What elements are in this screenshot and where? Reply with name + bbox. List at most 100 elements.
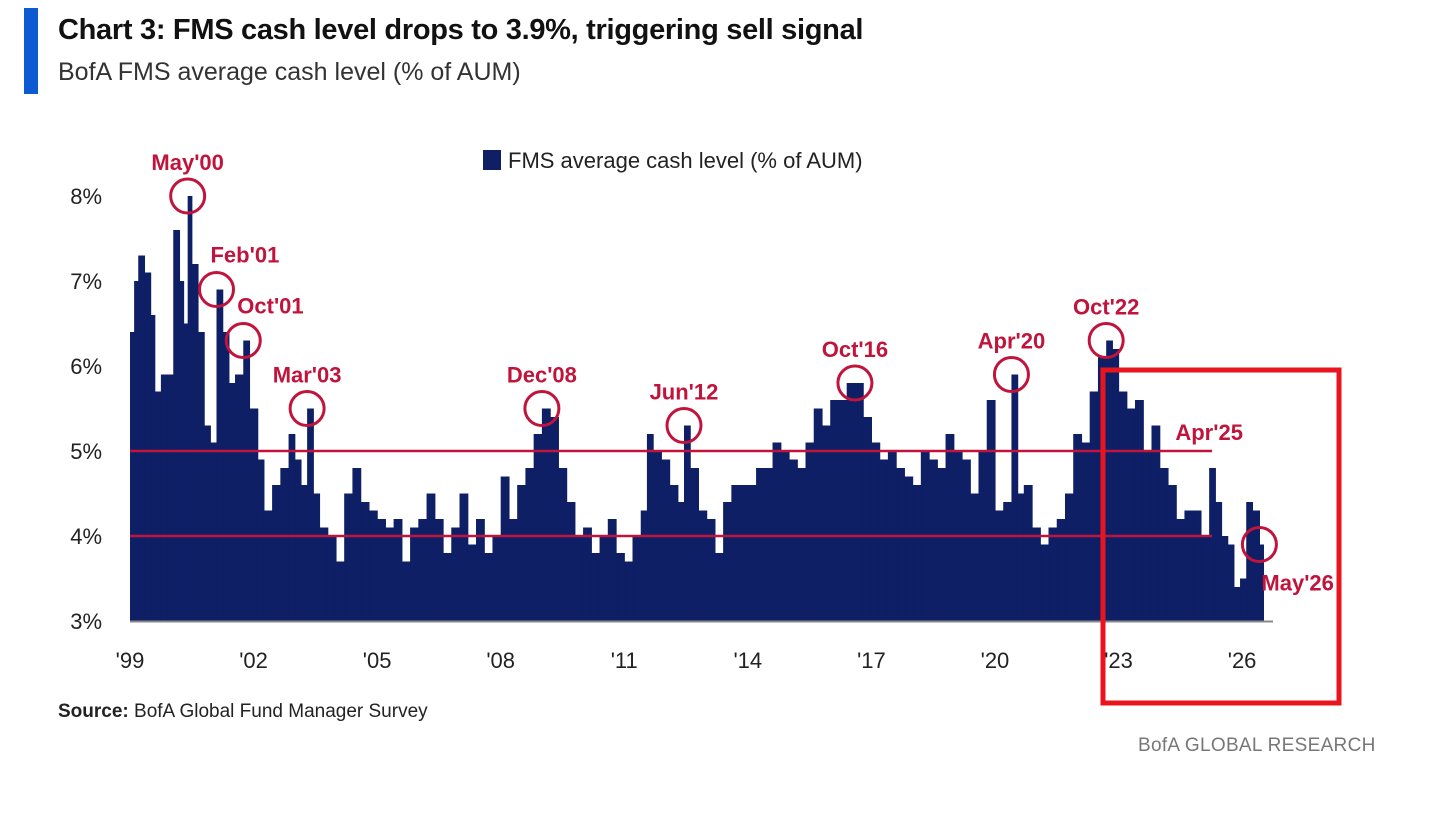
chart-bar (706, 519, 716, 621)
x-tick-label: '05 (363, 648, 392, 673)
chart-bar (352, 468, 362, 621)
chart-bar (243, 340, 251, 621)
chart-bar (160, 374, 168, 621)
chart-bar (661, 459, 671, 621)
annotation-circle (992, 356, 1030, 393)
chart-bar (300, 485, 308, 621)
chart-bar (797, 468, 807, 621)
chart-bar (764, 468, 774, 621)
chart-bar (1064, 493, 1074, 621)
chart-bar (500, 476, 510, 621)
chart-bar (599, 536, 609, 621)
chart-bar (747, 485, 757, 621)
x-tick-label: '14 (733, 648, 762, 673)
chart-bar (1118, 391, 1128, 621)
brand-label: BofA GLOBAL RESEARCH (1138, 735, 1376, 756)
chart-bar (475, 519, 485, 621)
chart-bar (191, 264, 199, 621)
y-tick-label: 7% (70, 269, 102, 294)
chart-bar (280, 468, 290, 621)
chart-bar (272, 485, 281, 621)
source-text: BofA Global Fund Manager Survey (134, 701, 428, 722)
x-tick-label: '11 (611, 648, 638, 673)
chart-bar (616, 553, 625, 621)
annotation-circle (836, 364, 874, 402)
chart-bar (986, 400, 996, 621)
annotation-label: Oct'16 (822, 337, 888, 362)
chart-bar (904, 476, 914, 621)
chart-bar (813, 408, 823, 621)
chart-bar (451, 527, 461, 621)
chart-bar (896, 468, 905, 621)
title-accent-bar (24, 8, 38, 94)
chart-bar (1215, 502, 1223, 621)
chart-bar (1167, 485, 1177, 621)
chart-bar (879, 459, 889, 621)
annotation-circle (224, 322, 262, 359)
annotation-label: May'00 (151, 150, 224, 175)
chart-bar (517, 485, 527, 621)
chart-bar (1040, 544, 1050, 621)
source-note: Source: BofA Global Fund Manager Survey (58, 701, 428, 723)
chart-bar (1200, 536, 1210, 621)
chart-bar (210, 442, 218, 621)
chart-bar (1240, 578, 1247, 621)
chart-bar (640, 510, 648, 621)
chart-bar (1259, 544, 1264, 621)
chart-bar (401, 561, 411, 621)
annotation-label: Oct'22 (1073, 295, 1139, 320)
chart-bar (1112, 349, 1120, 621)
chart-bar (173, 230, 181, 621)
x-tick-label: '02 (239, 648, 268, 673)
chart-bar (1056, 519, 1066, 621)
chart-bar (929, 459, 938, 621)
chart-bar (558, 468, 568, 621)
source-label: Source: (58, 701, 129, 722)
chart-bar (385, 527, 395, 621)
chart-bar (731, 485, 741, 621)
chart-bar (183, 323, 189, 621)
annotation-circle (197, 271, 235, 308)
chart-bar (1048, 527, 1058, 621)
chart-bar (360, 502, 370, 621)
chart-bar (632, 536, 642, 621)
chart-bar (377, 519, 386, 621)
chart-bar (1159, 468, 1169, 621)
annotation-label: Oct'01 (237, 294, 303, 319)
chart-bar (838, 400, 848, 621)
chart-bar (1089, 391, 1099, 621)
chart-bar (1221, 536, 1229, 621)
chart-bar (150, 315, 156, 621)
chart-bar (1003, 502, 1013, 621)
x-tick-label: '23 (1104, 648, 1133, 673)
chart-bar (533, 434, 543, 621)
chart-bar (871, 442, 881, 621)
chart-bar (1106, 340, 1113, 621)
chart-bar (257, 459, 265, 621)
annotation-circle (288, 390, 326, 427)
chart-bar (319, 527, 329, 621)
annotation-label: Jun'12 (650, 380, 719, 405)
chart-bar (646, 434, 654, 621)
chart-bar (669, 485, 679, 621)
highlight-box (1100, 367, 1342, 706)
y-tick-label: 3% (70, 609, 102, 634)
chart-bar (1073, 434, 1083, 621)
chart-bar (677, 502, 685, 621)
chart-bar (690, 468, 700, 621)
annotation-circle (1240, 526, 1278, 563)
chart-bar (962, 459, 971, 621)
chart-bar (1023, 485, 1033, 621)
chart-bar (1176, 519, 1186, 621)
chart-bar (368, 510, 378, 621)
chart-bar (624, 561, 634, 621)
chart-bar (426, 493, 436, 621)
y-tick-label: 6% (70, 354, 102, 379)
chart-bar (288, 434, 296, 621)
legend-swatch (483, 150, 501, 170)
chart-bar (541, 408, 551, 621)
annotation-label: May'26 (1261, 571, 1334, 596)
chart-bar (418, 519, 428, 621)
annotation-label: Dec'08 (507, 363, 577, 388)
